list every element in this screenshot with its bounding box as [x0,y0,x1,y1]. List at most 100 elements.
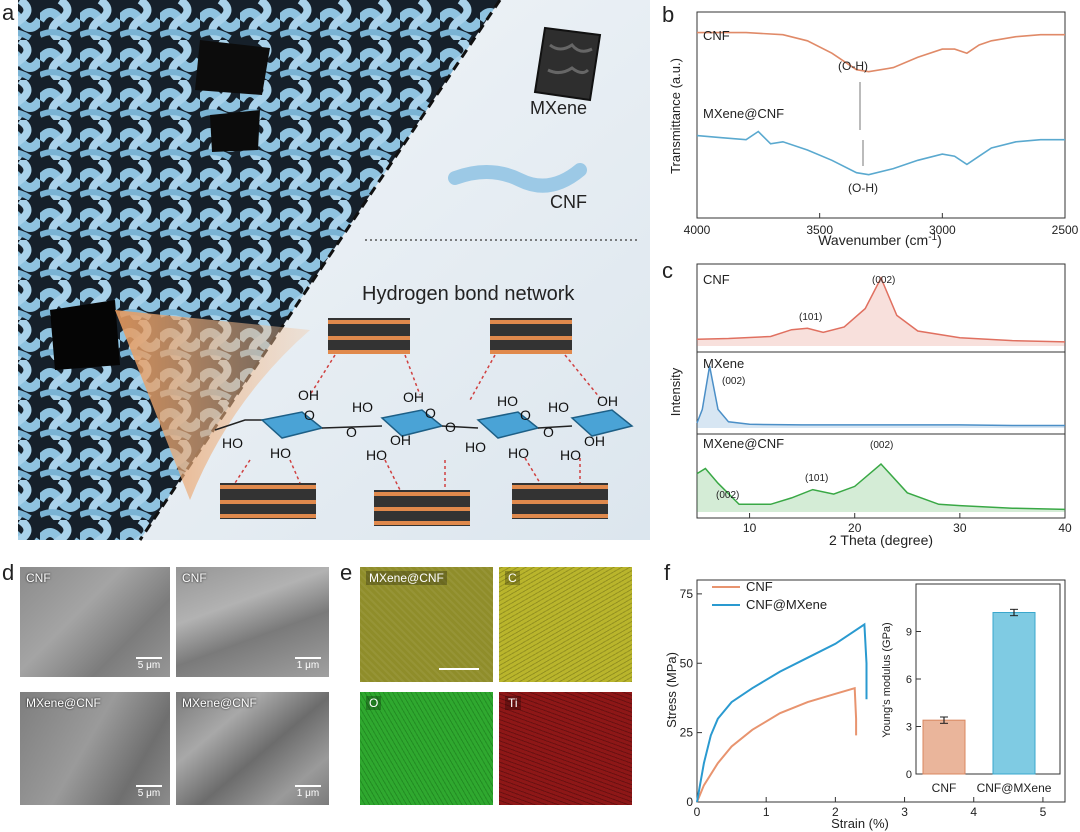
xrd-line-cnf [696,276,1066,343]
series-label-mxene: MXene [703,356,744,371]
hydrogen-bond-lines [234,354,601,491]
chem-label: O [543,424,554,440]
ftir-line-cnf [697,31,1065,73]
sem-sample-label: MXene@CNF [26,696,101,710]
peak-label: (002) [870,440,893,451]
legend-label-cnf-mxene: CNF@MXene [746,597,827,612]
panel-a-illustration: OH OH HO OH HO HO O O O O O O HO HO HO O… [18,0,650,541]
x-axis-label: Strain (%) [831,816,889,831]
y-tick-label: 50 [680,656,694,670]
mxene-flake [50,300,120,370]
inset-category-label: CNF [932,781,957,795]
xrd-chart: Intensity 10 20 30 40 2 Theta (degree) CNF … [668,263,1072,548]
cnf-fiber-network [18,0,500,540]
mxene-legend-label: MXene [530,98,588,118]
x-tick-label: 2500 [1052,223,1079,237]
inset-category-label: CNF@MXene [977,781,1052,795]
plot-frame [696,579,1066,803]
panel-label-d: d [2,560,15,585]
cnf-legend-label: CNF [550,192,587,212]
scale-bar: 1 μm [295,785,321,799]
y-axis-label: Intensity [668,367,683,416]
eds-map-label: C [505,571,520,585]
x-tick-label: 4000 [684,223,711,237]
chem-label: HO [497,393,518,409]
chem-label: HO [366,447,387,463]
peak-label: (002) [716,490,739,501]
mxene-legend-icon [533,26,602,102]
x-tick-label: 3000 [929,223,956,237]
y-axis-label: Transmittance (a.u.) [668,58,683,174]
stress-line-cnf [696,686,858,803]
x-tick-label: 3 [901,805,908,819]
ftir-line-mxene-cnf [696,130,1065,176]
x-tick-label: 1 [763,805,770,819]
eds-map-label: MXene@CNF [366,571,447,585]
x-tick-label: 10 [743,521,757,535]
chem-label: HO [548,399,569,415]
eds-map-label: Ti [505,696,521,710]
chem-label: OH [584,433,605,449]
x-tick-label: 0 [694,805,701,819]
legend-label-cnf: CNF [746,579,773,594]
x-tick-label: 4 [970,805,977,819]
chem-label: HO [270,445,291,461]
annotation-oh-cnf: (O-H) [838,59,868,73]
chem-label: HO [222,435,243,451]
scale-bar [439,668,479,670]
inset-y-tick-label: 9 [906,627,912,639]
panel-label-b: b [662,2,675,27]
x-axis-label: Wavenumber (cm-1) [818,232,942,249]
chem-label: HO [560,447,581,463]
chem-label: OH [390,432,411,448]
zoom-cone [115,310,310,500]
inset-bar [992,612,1036,775]
inset-y-tick-label: 0 [906,769,912,781]
mxene-flake [210,110,260,152]
x-tick-label: 2 [832,805,839,819]
x-axis-label: 2 Theta (degree) [829,532,933,548]
chem-label: HO [508,445,529,461]
network-title: Hydrogen bond network [362,283,575,305]
chem-label: OH [597,393,618,409]
annotation-oh-mxene: (O-H) [848,181,878,195]
ftir-chart: Transmittance (a.u.) 4000 3500 3000 2500 Wa… [668,11,1079,249]
chem-label: O [520,407,531,423]
xrd-line-mxene-cnf-fill [697,464,1065,512]
series-label-cnf: CNF [703,28,730,43]
chem-label: OH [403,389,424,405]
sem-sample-label: CNF [26,571,51,585]
plot-frame [696,11,1066,219]
chem-label: HO [465,439,486,455]
peak-label: (101) [805,473,828,484]
sem-image: MXene@CNF 5 μm [20,692,170,805]
xrd-line-cnf-fill [697,278,1065,346]
stress-line-cnf-mxene [696,622,868,803]
xrd-line-mxene [696,365,1065,427]
eds-map-c: C [499,567,632,682]
x-tick-label: 20 [848,521,862,535]
peak-label: (101) [799,312,822,323]
inset-y-tick-label: 6 [906,674,912,686]
x-tick-label: 40 [1058,521,1072,535]
eds-map-overlay: MXene@CNF [360,567,493,682]
chem-label: O [445,419,456,435]
series-label-mxene-cnf: MXene@CNF [703,106,784,121]
x-tick-label: 5 [1040,805,1047,819]
plot-frame [696,263,1066,519]
y-tick-label: 25 [680,726,694,740]
series-label-mxene-cnf: MXene@CNF [703,436,784,451]
eds-map-o: O [360,692,493,805]
inset-y-tick-label: 3 [906,722,912,734]
panel-label-a: a [2,0,15,25]
x-tick-label: 3500 [806,223,833,237]
panel-label-e: e [340,560,353,585]
cellulose-chain [214,409,634,439]
chem-label: O [304,407,315,423]
peak-label: (002) [872,275,895,286]
mxene-flake [195,40,270,95]
chem-label: O [346,424,357,440]
mxene-layer-blocks [220,318,608,526]
sem-sample-label: MXene@CNF [182,696,257,710]
x-tick-label: 30 [953,521,967,535]
